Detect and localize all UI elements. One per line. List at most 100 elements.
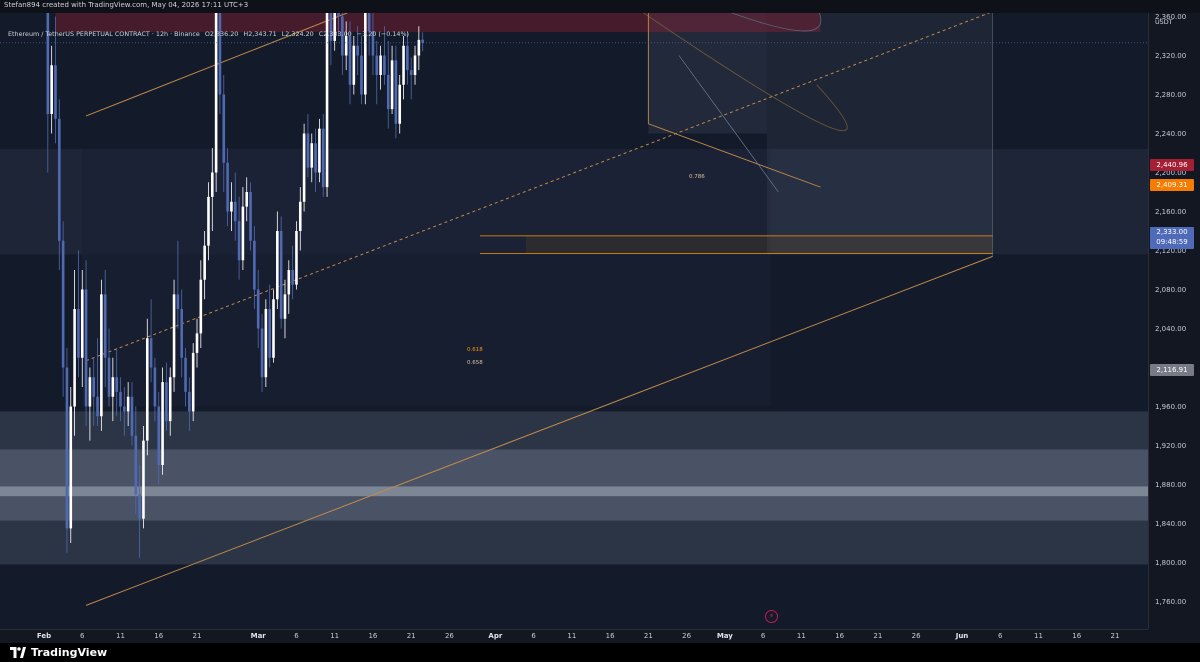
candle <box>61 221 65 397</box>
demand-zone-core <box>0 486 1148 497</box>
tradingview-logo-icon <box>10 647 26 658</box>
candle-body <box>176 294 180 309</box>
candle <box>207 182 210 261</box>
candle <box>344 21 348 71</box>
candle <box>333 13 336 51</box>
candle-body <box>383 55 386 75</box>
price-tick-label: 1,960.00 <box>1155 402 1187 411</box>
candle-body <box>260 328 264 378</box>
time-tick-label: 26 <box>682 632 692 640</box>
candle <box>341 13 344 75</box>
candle <box>222 75 226 192</box>
candle <box>46 13 50 173</box>
drawing-layer <box>0 13 1148 606</box>
candle <box>130 382 134 446</box>
candle <box>406 31 409 85</box>
supply-zone-wide <box>55 13 821 33</box>
candle-body <box>356 45 359 56</box>
candle-body <box>54 65 57 119</box>
candle-body <box>233 201 237 222</box>
candle-body <box>394 60 398 124</box>
symbol-legend[interactable]: Ethereum / TetherUS PERPETUAL CONTRACT ·… <box>8 30 412 38</box>
candle <box>417 26 421 71</box>
candle <box>138 465 141 558</box>
price-axis[interactable]: USDT 1,760.00 1,800.00 1,840.00 1,880.00 1,9… <box>1148 13 1200 629</box>
time-tick-label: 21 <box>643 632 653 640</box>
price-tick-label: 1,880.00 <box>1155 480 1187 489</box>
candle <box>279 216 283 329</box>
chart-plot-area[interactable]: Ethereum / TetherUS PERPETUAL CONTRACT ·… <box>0 13 1148 629</box>
time-tick-label: 6 <box>80 632 85 640</box>
candle <box>165 362 168 431</box>
candle-body <box>241 206 245 261</box>
candle <box>103 270 107 387</box>
candle-body <box>352 45 356 85</box>
price-tick-label: 1,840.00 <box>1155 519 1187 528</box>
candle <box>386 40 390 129</box>
candle-body <box>406 45 409 71</box>
candle <box>199 260 203 348</box>
candle-body <box>107 357 111 397</box>
candle-body <box>180 309 183 358</box>
candle <box>233 172 237 241</box>
triangle-lower-line <box>648 123 821 188</box>
candle <box>230 182 233 231</box>
candle-body <box>92 377 96 397</box>
candle-body <box>65 367 69 529</box>
candle <box>84 260 88 426</box>
candle-body <box>80 289 84 358</box>
candle-body <box>390 60 394 110</box>
price-tick-label: 2,240.00 <box>1155 129 1187 138</box>
channel-lower-line <box>85 255 993 606</box>
candlestick-chart[interactable] <box>0 13 1148 629</box>
candle <box>272 289 275 363</box>
projection-box <box>766 13 993 255</box>
candle <box>161 367 164 475</box>
demand-zone-inner <box>0 449 1148 521</box>
candle <box>214 13 218 192</box>
candle-body <box>283 294 287 319</box>
candle-body <box>276 231 279 300</box>
candle <box>245 177 249 222</box>
candle-body <box>341 16 344 56</box>
candle-body <box>214 13 218 173</box>
candle <box>88 367 92 441</box>
candle <box>176 240 180 329</box>
candle-countdown: 09:48:59 <box>1156 238 1188 246</box>
price-tick-label: 2,040.00 <box>1155 324 1187 333</box>
candle <box>203 231 206 300</box>
candle-body <box>245 192 249 207</box>
candle-body <box>310 143 314 168</box>
candle-body <box>138 494 141 519</box>
candle <box>69 387 73 543</box>
flash-icon[interactable]: ⚡ <box>765 610 778 623</box>
candle-body <box>230 201 233 212</box>
time-tick-label: Mar <box>250 632 266 640</box>
candle <box>394 45 398 139</box>
candle <box>287 260 291 314</box>
candle-body <box>348 36 352 85</box>
brand-name: TradingView <box>31 646 108 659</box>
candle-body <box>295 231 298 285</box>
candle <box>218 13 222 114</box>
current-price-value: 2,333.00 <box>1156 228 1188 236</box>
time-tick-label: 6 <box>760 632 766 640</box>
candle-body <box>287 270 291 295</box>
time-axis[interactable]: Feb 6 11 16 21 Mar 6 11 16 21 26 Apr 6 11 16 21 26 May 6 11… <box>0 629 1148 644</box>
time-tick-label: 16 <box>835 632 845 640</box>
candle-body <box>111 377 115 397</box>
time-tick-label: 16 <box>368 632 378 640</box>
time-tick-label: May <box>716 632 733 640</box>
candle <box>180 289 183 378</box>
time-tick-label: 16 <box>605 632 615 640</box>
symbol-name[interactable]: Ethereum / TetherUS PERPETUAL CONTRACT ·… <box>8 30 200 38</box>
candle <box>329 13 333 66</box>
fib-label-618: 0.618 <box>467 347 483 353</box>
ohlc-high: H2,343.71 <box>243 30 277 38</box>
price-tag-red: 2,440.96 <box>1150 159 1194 171</box>
candle-body <box>253 240 256 290</box>
candle <box>77 250 80 378</box>
candle-body <box>119 391 122 407</box>
candle <box>142 426 145 529</box>
candle-body <box>188 391 191 412</box>
